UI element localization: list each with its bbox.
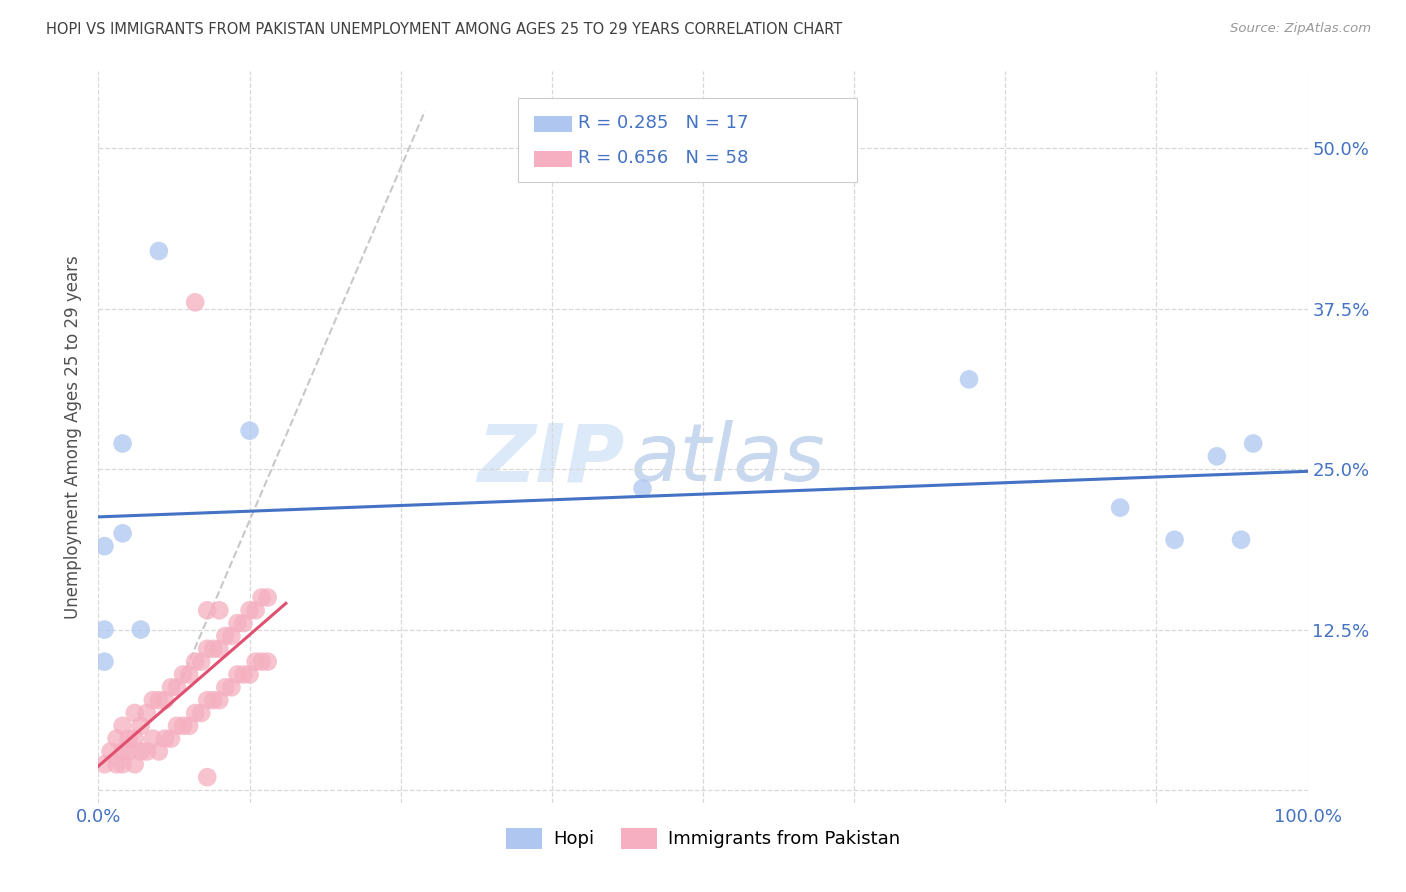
Point xyxy=(111,719,134,733)
Point xyxy=(202,693,225,707)
Legend: Hopi, Immigrants from Pakistan: Hopi, Immigrants from Pakistan xyxy=(499,821,907,856)
Point xyxy=(957,372,980,386)
Point xyxy=(105,757,128,772)
Point xyxy=(631,482,654,496)
Point xyxy=(202,641,225,656)
Point xyxy=(184,295,207,310)
Point xyxy=(129,744,152,758)
Point xyxy=(129,623,152,637)
Point xyxy=(93,655,115,669)
Point xyxy=(160,731,183,746)
Point xyxy=(111,744,134,758)
Point xyxy=(135,744,157,758)
Point xyxy=(256,655,278,669)
Point xyxy=(239,424,262,438)
Point xyxy=(250,591,273,605)
Point xyxy=(172,719,194,733)
Point xyxy=(166,719,188,733)
Point xyxy=(184,706,207,720)
Point xyxy=(232,616,254,631)
Point xyxy=(221,681,243,695)
Point xyxy=(190,655,212,669)
Text: ZIP: ZIP xyxy=(477,420,624,498)
Point xyxy=(1241,436,1264,450)
Y-axis label: Unemployment Among Ages 25 to 29 years: Unemployment Among Ages 25 to 29 years xyxy=(65,255,83,619)
Point xyxy=(250,655,273,669)
FancyBboxPatch shape xyxy=(517,98,856,182)
Point xyxy=(93,623,115,637)
Point xyxy=(148,244,170,258)
Text: Source: ZipAtlas.com: Source: ZipAtlas.com xyxy=(1230,22,1371,36)
Point xyxy=(214,681,236,695)
Point xyxy=(142,693,165,707)
Point xyxy=(226,616,249,631)
Point xyxy=(148,693,170,707)
Point xyxy=(166,681,188,695)
FancyBboxPatch shape xyxy=(534,151,572,167)
Point xyxy=(245,655,267,669)
Point xyxy=(1109,500,1132,515)
Point xyxy=(148,744,170,758)
Point xyxy=(111,757,134,772)
Point xyxy=(208,641,231,656)
Point xyxy=(239,603,262,617)
Point xyxy=(179,667,201,681)
Point xyxy=(1206,450,1229,464)
Point xyxy=(221,629,243,643)
Point xyxy=(160,681,183,695)
Point xyxy=(208,693,231,707)
Text: atlas: atlas xyxy=(630,420,825,498)
Point xyxy=(179,719,201,733)
Point xyxy=(118,744,141,758)
Text: R = 0.656   N = 58: R = 0.656 N = 58 xyxy=(578,149,749,167)
Point xyxy=(124,757,146,772)
Point xyxy=(129,719,152,733)
Point xyxy=(184,655,207,669)
Point xyxy=(111,436,134,450)
Point xyxy=(195,770,218,784)
Point xyxy=(232,667,254,681)
Point xyxy=(195,693,218,707)
Point xyxy=(118,731,141,746)
Point xyxy=(100,744,122,758)
Point xyxy=(93,757,115,772)
Point xyxy=(214,629,236,643)
Point xyxy=(1230,533,1253,547)
Point xyxy=(135,706,157,720)
Point xyxy=(226,667,249,681)
Point xyxy=(124,731,146,746)
Point xyxy=(105,731,128,746)
Point xyxy=(239,667,262,681)
FancyBboxPatch shape xyxy=(534,116,572,132)
Point xyxy=(1163,533,1185,547)
Text: R = 0.285   N = 17: R = 0.285 N = 17 xyxy=(578,113,749,131)
Point xyxy=(190,706,212,720)
Point xyxy=(208,603,231,617)
Point xyxy=(111,526,134,541)
Point xyxy=(93,539,115,553)
Point xyxy=(195,603,218,617)
Point xyxy=(142,731,165,746)
Text: HOPI VS IMMIGRANTS FROM PAKISTAN UNEMPLOYMENT AMONG AGES 25 TO 29 YEARS CORRELAT: HOPI VS IMMIGRANTS FROM PAKISTAN UNEMPLO… xyxy=(46,22,842,37)
Point xyxy=(245,603,267,617)
Point xyxy=(124,706,146,720)
Point xyxy=(153,731,176,746)
FancyBboxPatch shape xyxy=(534,151,572,167)
Point xyxy=(153,693,176,707)
Point xyxy=(256,591,278,605)
FancyBboxPatch shape xyxy=(534,116,572,132)
Point xyxy=(195,641,218,656)
Point xyxy=(172,667,194,681)
